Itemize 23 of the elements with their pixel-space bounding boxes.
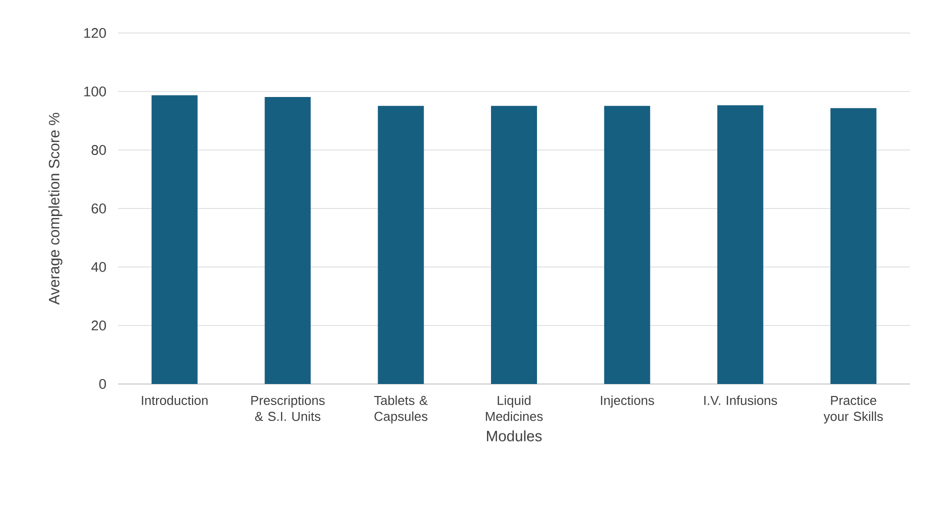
y-tick-label: 0: [99, 379, 106, 389]
bar: [717, 105, 764, 384]
y-tick-label: 80: [92, 145, 106, 155]
y-tick-label: 120: [84, 28, 106, 38]
bar: [264, 97, 311, 384]
x-axis-title: Modules: [486, 430, 542, 442]
x-tick-label: I.V. Infusions: [704, 396, 778, 406]
bar: [152, 95, 198, 384]
y-tick-label: 40: [91, 262, 106, 272]
y-axis-title: Average completion Score %: [48, 112, 62, 305]
y-tick-label: 60: [92, 204, 106, 214]
x-tick-label: Tablets & Capsules: [374, 396, 428, 424]
x-tick-label: Practice your Skills: [824, 396, 883, 424]
y-tick-label: 100: [84, 86, 106, 96]
x-tick-label: Injections: [600, 396, 654, 408]
y-tick-label: 20: [92, 320, 106, 330]
bar: [830, 108, 876, 384]
bar: [378, 106, 424, 384]
x-tick-label: Prescriptions & S.I. Units: [251, 396, 325, 421]
bar: [604, 106, 650, 384]
x-tick-label: Introduction: [142, 396, 208, 406]
x-tick-label: Liquid Medicines: [486, 396, 543, 421]
bar: [491, 106, 538, 384]
